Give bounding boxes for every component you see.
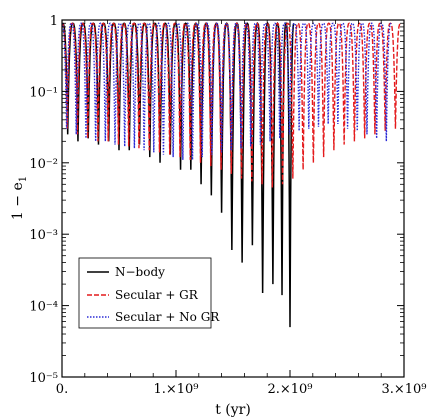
legend: N−body Secular + GR Secular + No GR	[78, 257, 220, 329]
x-tick-label: 1.×10⁹	[153, 382, 198, 397]
x-tick-label: 3.×10⁹	[381, 382, 426, 397]
y-tick-label: 10⁻³	[29, 228, 58, 243]
y-tick-label: 1	[50, 14, 58, 29]
x-tick-label: 0.	[56, 382, 68, 397]
y-axis-title-subscript: 1	[18, 176, 29, 182]
legend-label-nbody: N−body	[115, 265, 165, 279]
legend-label-secular-gr: Secular + GR	[115, 288, 199, 302]
y-axis-title: 1 − e1	[10, 176, 29, 220]
ticks-layer: 0. 1.×10⁹ 2.×10⁹ 3.×10⁹ 1 10⁻¹ 10⁻² 10⁻³ 10⁻⁴ 10⁻…	[29, 14, 426, 397]
y-tick-label: 10⁻⁴	[29, 300, 58, 315]
legend-box	[78, 257, 212, 329]
x-tick-label: 2.×10⁹	[267, 382, 312, 397]
y-tick-label: 10⁻¹	[29, 85, 58, 100]
legend-label-secular-nogr: Secular + No GR	[115, 310, 220, 324]
series-line-1	[62, 22, 401, 188]
y-tick-label: 10⁻²	[29, 157, 58, 172]
plot-frame	[61, 19, 405, 378]
y-tick-label: 10⁻⁵	[29, 371, 58, 386]
x-axis-title: t (yr)	[215, 402, 251, 418]
y-axis-title-main: 1 − e	[10, 182, 26, 220]
series-layer	[62, 21, 401, 328]
